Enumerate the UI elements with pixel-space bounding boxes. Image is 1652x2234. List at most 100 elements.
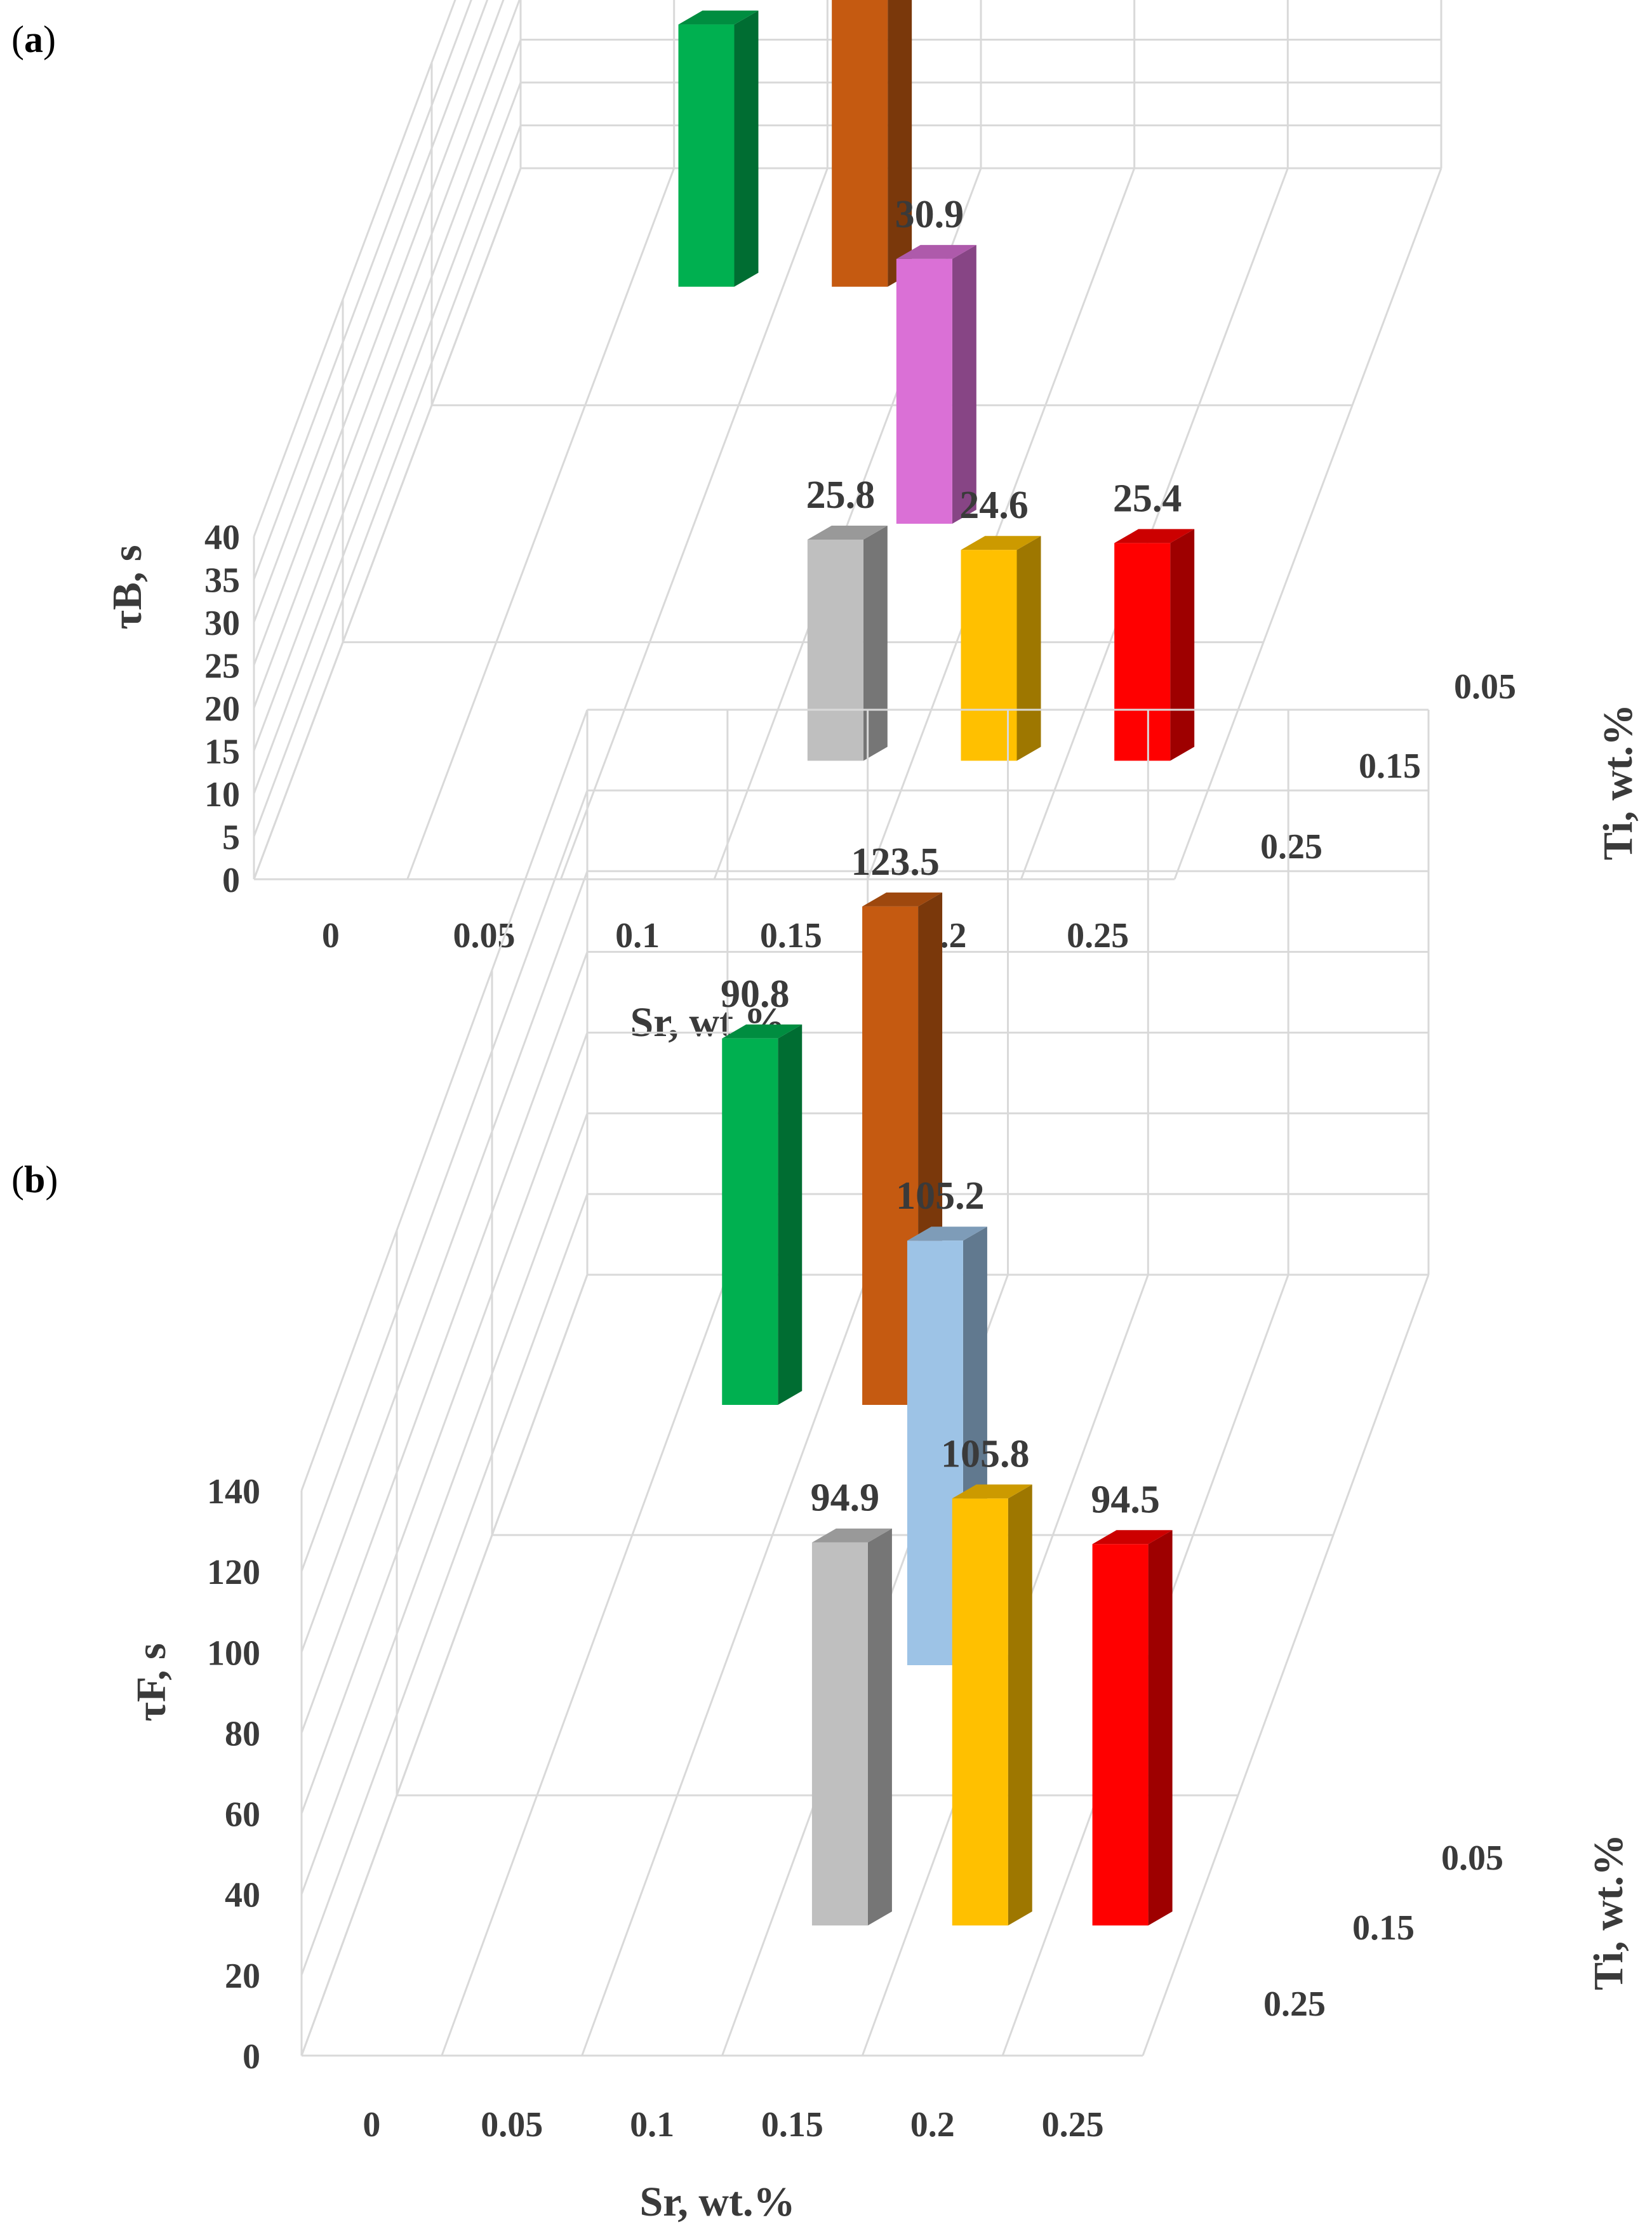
y-tick-label: 20	[204, 689, 240, 729]
data-label: 30.6	[677, 0, 746, 2]
gridline-floor	[1142, 1274, 1430, 2056]
z-tick-label: 0.15	[1359, 747, 1421, 786]
bar-top	[961, 536, 1041, 550]
y-tick-label: 25	[204, 647, 240, 686]
data-label: 30.9	[895, 193, 964, 236]
gridline-side	[300, 951, 589, 1733]
bar-side	[888, 0, 912, 287]
z-tick-label: 0.25	[1263, 1985, 1326, 2024]
data-labels-b: 90.8 123.5 105.2 94.9 105.8 94.5	[721, 841, 1160, 1521]
y-tick-label: 100	[207, 1633, 260, 1673]
bar-side	[734, 10, 759, 287]
bar-0.1-0.05	[832, 0, 912, 287]
gridline-side	[253, 124, 522, 837]
data-label: 94.9	[811, 1477, 880, 1520]
data-label: 123.5	[851, 841, 940, 884]
x-axis-title-b: Sr, wt.%	[639, 2179, 795, 2225]
bar-side	[778, 1024, 803, 1405]
gridline-floor	[406, 168, 676, 880]
y-tick-label: 10	[204, 775, 240, 814]
bar-front	[1114, 543, 1171, 761]
x-tick-label: 0	[322, 916, 340, 955]
x-tick-label: 0.2	[910, 2105, 955, 2144]
data-label: 90.8	[721, 973, 790, 1016]
bar-top	[1092, 1530, 1173, 1545]
y-tick-label: 120	[207, 1553, 260, 1592]
gridline-floor	[559, 168, 829, 880]
bar-top	[1114, 529, 1195, 543]
x-tick-label: 0.25	[1067, 916, 1129, 955]
z-tick-label: 0.15	[1352, 1908, 1415, 1948]
bar-side	[867, 1528, 892, 1925]
data-label: 24.6	[959, 484, 1029, 527]
y-tick-label: 40	[225, 1876, 260, 1915]
y-tick-label: 30	[204, 604, 240, 643]
gridline-side	[253, 0, 505, 666]
gridline-side	[253, 0, 456, 537]
z-tick-labels-b: 0.05 0.15 0.25	[1263, 1838, 1503, 2024]
y-tick-label: 20	[225, 1957, 260, 1996]
bar-front	[807, 540, 863, 761]
gridline-side	[300, 790, 589, 1572]
y-axis-title-a: τB, s	[104, 545, 150, 629]
bar-0.15-0.15	[896, 244, 976, 524]
y-tick-label: 80	[225, 1714, 260, 1753]
bar-top	[807, 526, 888, 540]
x-tick-labels-b: 0 0.05 0.1 0.15 0.2 0.25	[363, 2105, 1103, 2144]
bar-top	[811, 1528, 892, 1543]
bar-top	[907, 1227, 987, 1241]
gridline-side	[300, 1032, 589, 1814]
gridline-floor	[867, 168, 1136, 880]
bar-front	[952, 1498, 1008, 1925]
y-tick-label: 5	[222, 818, 240, 858]
bar-series-a	[678, 0, 1195, 761]
data-label: 105.8	[941, 1432, 1030, 1475]
bar-front	[896, 258, 952, 524]
bar-top	[722, 1024, 803, 1039]
gridline-side	[300, 1113, 589, 1895]
data-label: 94.5	[1091, 1478, 1160, 1521]
bar-side	[863, 526, 888, 761]
z-tick-label: 0.05	[1454, 667, 1516, 707]
gridline-side	[253, 0, 521, 708]
bar-front	[1092, 1544, 1149, 1925]
bar-side	[1170, 529, 1195, 761]
bar-top	[862, 892, 943, 907]
bar-side	[952, 244, 976, 524]
data-label: 25.8	[806, 474, 876, 517]
z-axis-title-b: Ti, wt.%	[1585, 1834, 1632, 1990]
gridline-side	[253, 82, 522, 794]
bar-0.2-0.25	[952, 1484, 1032, 1925]
z-tick-label: 0.25	[1260, 827, 1322, 867]
data-label: 105.2	[896, 1174, 985, 1218]
bar-0.05-0.05	[678, 10, 759, 287]
y-tick-label: 140	[207, 1472, 260, 1512]
bar-front	[722, 1038, 778, 1405]
gridline-floor	[253, 168, 522, 880]
bar-side	[1148, 1530, 1173, 1925]
gridline-floor	[1173, 168, 1442, 880]
bar-side	[1016, 536, 1041, 761]
gridline-side	[253, 39, 522, 752]
gridline-side	[253, 0, 472, 580]
z-tick-labels-a: 0.05 0.15 0.25	[1260, 667, 1516, 867]
bar-series-b	[722, 892, 1173, 1925]
z-axis-title-a: Ti, wt.%	[1595, 704, 1641, 860]
x-tick-label: 0.05	[481, 2105, 543, 2144]
gridline-floor	[441, 1274, 729, 2056]
y-tick-label: 40	[204, 518, 240, 557]
panel-label-b: (b)	[11, 1159, 58, 1200]
x-tick-label: 0.05	[453, 916, 516, 955]
gridline-floor	[300, 1274, 589, 2056]
bar-top	[896, 244, 976, 259]
bar-0.25-0.25	[1114, 529, 1195, 761]
x-tick-label: 0.1	[630, 2105, 674, 2144]
gridline-floor	[581, 1274, 869, 2056]
y-tick-label: 15	[204, 733, 240, 772]
data-label: 25.4	[1113, 477, 1182, 520]
x-tick-label: 0.25	[1042, 2105, 1104, 2144]
